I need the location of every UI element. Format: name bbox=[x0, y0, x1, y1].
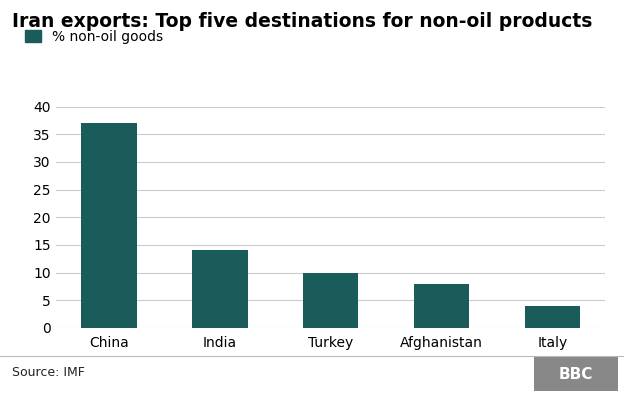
Bar bbox=[525, 306, 580, 328]
Bar bbox=[414, 284, 469, 328]
Text: BBC: BBC bbox=[558, 367, 593, 382]
Bar bbox=[303, 273, 358, 328]
Bar bbox=[192, 250, 248, 328]
Legend: % non-oil goods: % non-oil goods bbox=[25, 30, 163, 43]
Text: Source: IMF: Source: IMF bbox=[12, 366, 85, 379]
Text: Iran exports: Top five destinations for non-oil products: Iran exports: Top five destinations for … bbox=[12, 12, 593, 31]
Bar bbox=[81, 123, 137, 328]
